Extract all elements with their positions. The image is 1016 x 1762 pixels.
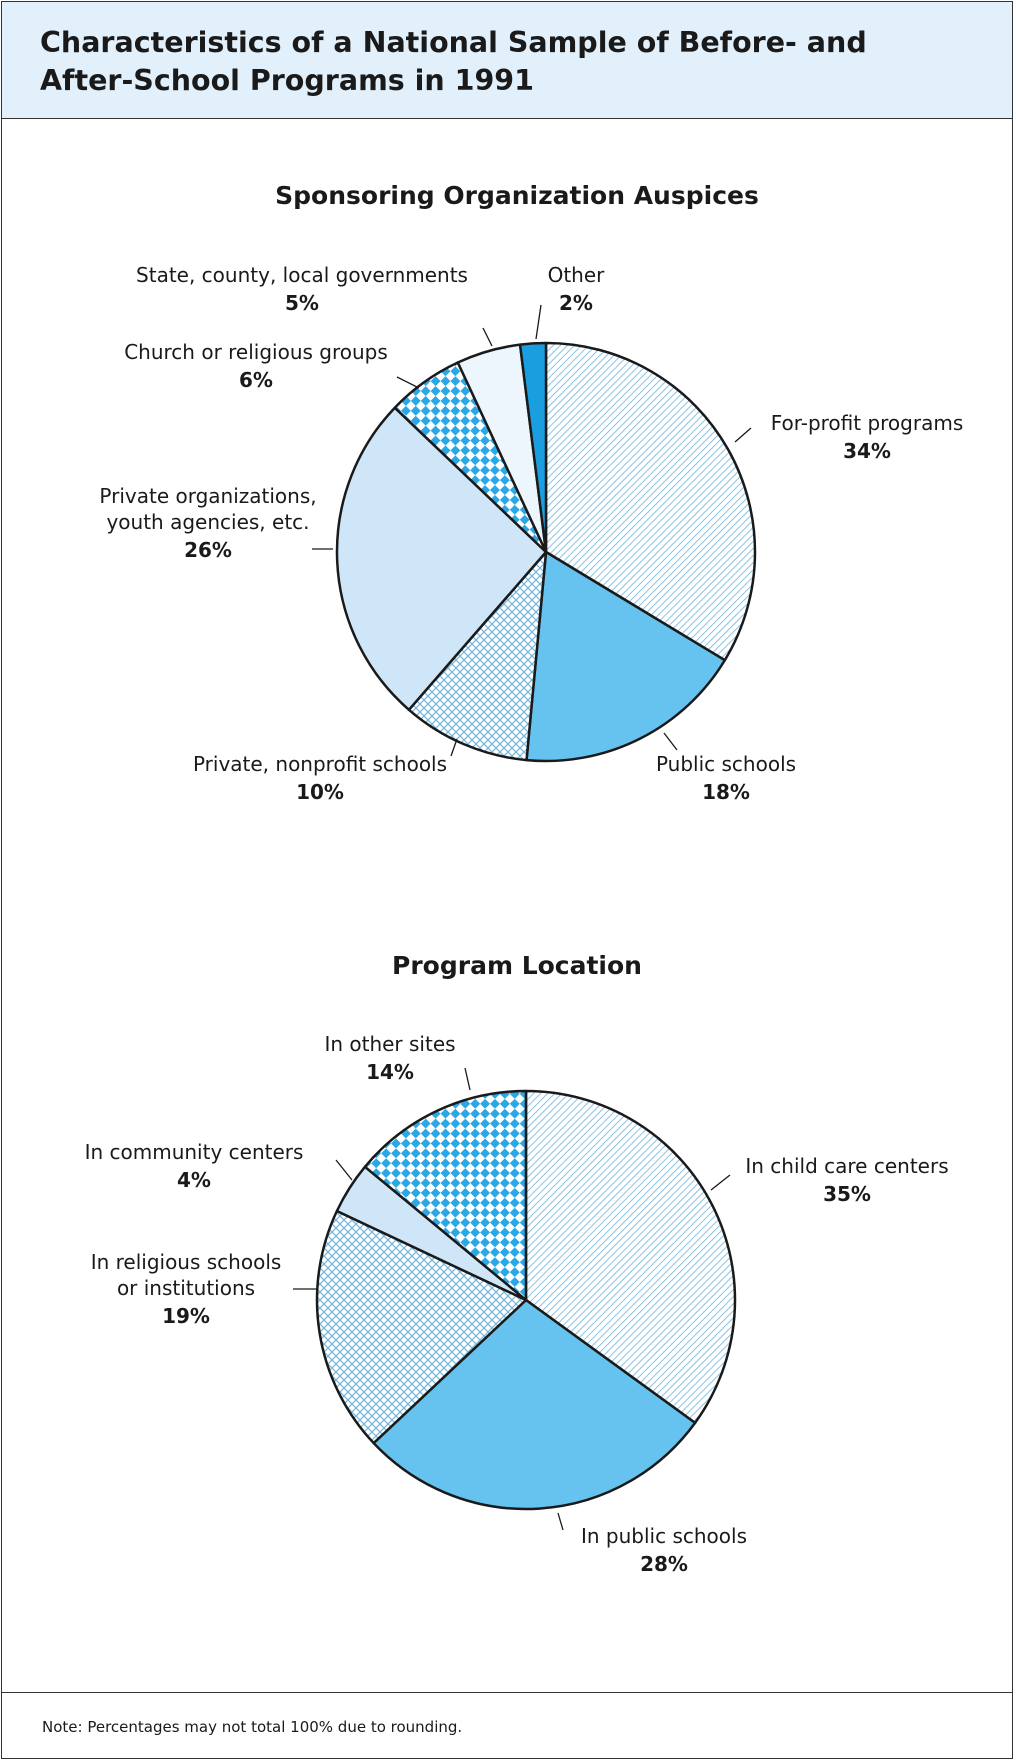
chart1-slice-label-5-0: State, county, local governments (136, 263, 468, 287)
chart1-slice-value-5: 5% (285, 291, 319, 315)
chart1-slice-value-3: 26% (184, 538, 232, 562)
pie-chart-sponsoring (335, 341, 757, 763)
chart1-slice-label-3-1: youth agencies, etc. (106, 510, 309, 534)
chart2-slice-label-0-0: In child care centers (745, 1154, 948, 1178)
chart2-leader-line-4 (464, 1067, 471, 1091)
chart1-leader-line-4 (396, 376, 420, 389)
chart1-slice-label-6-0: Other (548, 263, 606, 287)
chart1-slice-label-4-0: Church or religious groups (124, 340, 388, 364)
chart1-leader-line-0 (734, 427, 752, 443)
chart1-leader-line-1 (663, 732, 678, 751)
chart2-slice-label-2-1: or institutions (117, 1276, 255, 1300)
chart2-slice-value-3: 4% (177, 1168, 211, 1192)
chart1-slice-value-4: 6% (239, 368, 273, 392)
chart2-slice-4 (363, 1089, 528, 1302)
chart2-slice-value-1: 28% (640, 1552, 688, 1576)
chart2-slice-label-3-0: In community centers (85, 1140, 304, 1164)
chart1-slice-value-0: 34% (843, 439, 891, 463)
chart1-slice-1 (525, 550, 727, 763)
chart2-slice-value-4: 14% (366, 1060, 414, 1084)
chart2-leader-line-3 (335, 1159, 353, 1181)
chart1-slice-label-1-0: Public schools (656, 752, 796, 776)
chart2-slice-label-1-0: In public schools (581, 1524, 747, 1548)
pie-chart-location (315, 1089, 737, 1511)
footnote: Note: Percentages may not total 100% due… (42, 1718, 463, 1736)
chart1-slice-0 (544, 341, 757, 662)
figure-title: Characteristics of a National Sample of … (40, 26, 867, 97)
title-banner: Characteristics of a National Sample of … (2, 2, 1012, 119)
chart2-slice-label-4-0: In other sites (324, 1032, 455, 1056)
chart1-slice-value-1: 18% (702, 780, 750, 804)
chart1-slice-6 (518, 341, 548, 554)
chart1-slice-label-2-0: Private, nonprofit schools (193, 752, 447, 776)
chart1-slice-value-2: 10% (296, 780, 344, 804)
chart1-leader-line-5 (482, 327, 493, 347)
chart1-slice-value-6: 2% (559, 291, 593, 315)
chart1-slice-2 (407, 550, 548, 762)
chart1-slice-label-3-0: Private organizations, (99, 484, 316, 508)
chart1-leader-line-2 (450, 738, 458, 757)
chart2-slice-1 (372, 1298, 697, 1511)
chart1-title: Sponsoring Organization Auspices (275, 181, 759, 210)
pie-chart-location-labels: In child care centers 35% In public school… (85, 1032, 949, 1576)
chart1-slice-label-0-0: For-profit programs (771, 411, 964, 435)
chart2-leader-line-1 (557, 1512, 564, 1531)
chart2-slice-label-2-0: In religious schools (91, 1250, 282, 1274)
chart2-slice-0 (524, 1089, 737, 1425)
chart2-leader-line-0 (710, 1174, 731, 1191)
chart1-leader-line-6 (535, 304, 542, 340)
chart1-slice-3 (335, 406, 548, 712)
chart2-slice-value-2: 19% (162, 1304, 210, 1328)
chart2-slice-value-0: 35% (823, 1182, 871, 1206)
footer-divider (2, 1692, 1012, 1693)
pie-chart-sponsoring-labels: For-profit programs 34% Public schools 18% P… (99, 263, 963, 804)
chart2-slice-2 (315, 1209, 528, 1445)
chart2-title: Program Location (392, 951, 642, 980)
